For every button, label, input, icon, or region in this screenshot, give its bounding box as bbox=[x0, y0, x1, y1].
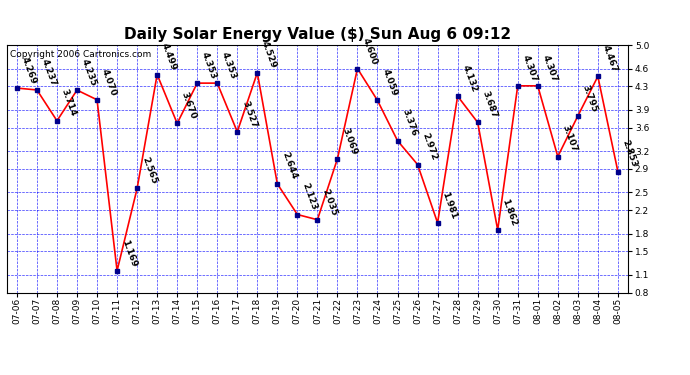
Text: 4.070: 4.070 bbox=[100, 67, 118, 97]
Text: 1.981: 1.981 bbox=[440, 190, 459, 220]
Title: Daily Solar Energy Value ($) Sun Aug 6 09:12: Daily Solar Energy Value ($) Sun Aug 6 0… bbox=[124, 27, 511, 42]
Text: 4.499: 4.499 bbox=[160, 42, 178, 72]
Text: 1.169: 1.169 bbox=[120, 238, 138, 268]
Text: 4.269: 4.269 bbox=[20, 56, 38, 85]
Text: 4.353: 4.353 bbox=[220, 51, 238, 80]
Text: 4.307: 4.307 bbox=[520, 53, 539, 83]
Text: 4.059: 4.059 bbox=[380, 68, 399, 98]
Text: 3.069: 3.069 bbox=[340, 126, 358, 156]
Text: 2.565: 2.565 bbox=[140, 156, 158, 186]
Text: 4.467: 4.467 bbox=[600, 44, 619, 74]
Text: 4.237: 4.237 bbox=[40, 57, 58, 87]
Text: 4.529: 4.529 bbox=[260, 40, 278, 70]
Text: 4.132: 4.132 bbox=[460, 63, 479, 93]
Text: 3.670: 3.670 bbox=[180, 91, 198, 121]
Text: 3.376: 3.376 bbox=[400, 108, 419, 138]
Text: 2.853: 2.853 bbox=[621, 139, 639, 169]
Text: Copyright 2006 Cartronics.com: Copyright 2006 Cartronics.com bbox=[10, 50, 151, 59]
Text: 3.107: 3.107 bbox=[560, 124, 579, 154]
Text: 1.862: 1.862 bbox=[500, 197, 519, 227]
Text: 4.600: 4.600 bbox=[360, 36, 378, 66]
Text: 2.644: 2.644 bbox=[280, 151, 298, 181]
Text: 3.527: 3.527 bbox=[240, 99, 258, 129]
Text: 2.123: 2.123 bbox=[300, 182, 318, 212]
Text: 3.714: 3.714 bbox=[60, 88, 78, 118]
Text: 2.035: 2.035 bbox=[320, 188, 338, 217]
Text: 4.353: 4.353 bbox=[200, 51, 218, 80]
Text: 4.235: 4.235 bbox=[80, 57, 98, 87]
Text: 3.687: 3.687 bbox=[480, 90, 499, 120]
Text: 2.972: 2.972 bbox=[420, 132, 439, 162]
Text: 3.795: 3.795 bbox=[580, 83, 599, 113]
Text: 4.307: 4.307 bbox=[540, 53, 559, 83]
